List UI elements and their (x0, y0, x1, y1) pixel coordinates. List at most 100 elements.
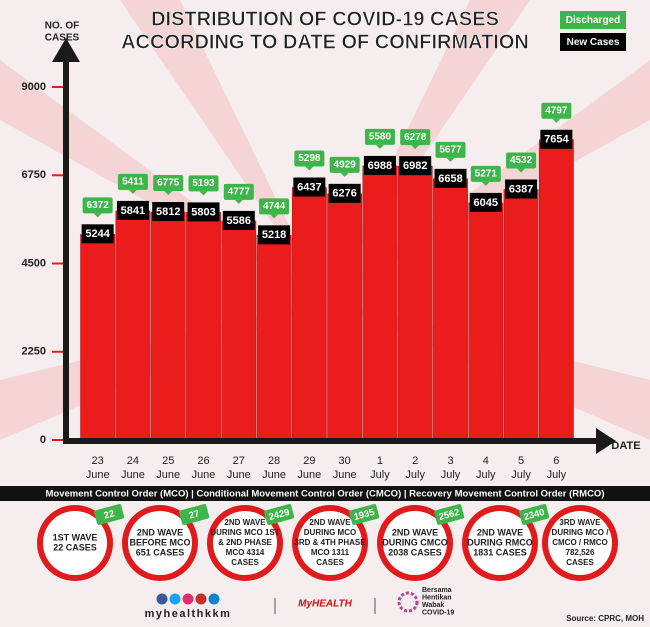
discharged-marker (506, 152, 537, 169)
x-tick-label: 28 June (262, 455, 286, 481)
x-tick-line: 27 (233, 455, 245, 467)
bar (221, 220, 257, 441)
badge-pointer (340, 172, 349, 177)
badge-pointer (234, 199, 243, 204)
bar (115, 210, 151, 441)
x-tick-line: June (262, 469, 286, 481)
bar (433, 178, 468, 441)
x-tick-line: 30 (339, 455, 351, 467)
bar (397, 165, 433, 441)
banner-bg (0, 486, 650, 501)
badge-pointer (375, 144, 384, 149)
discharged-marker (364, 128, 395, 145)
discharged-marker (117, 173, 148, 190)
bar-value-label: 6658 (438, 173, 462, 185)
wave-circle (128, 511, 192, 575)
bar-value-label: 6387 (509, 183, 533, 195)
badge-pointer (164, 191, 173, 196)
wave-text: 2038 CASES (388, 547, 442, 557)
discharged-marker (259, 198, 290, 215)
wave-circle (43, 511, 107, 575)
x-tick-label: 3 July (441, 455, 461, 481)
discharged-marker (470, 165, 501, 182)
wave-badge (179, 504, 210, 525)
bar (538, 139, 574, 441)
x-tick-line: July (476, 469, 496, 481)
y-axis-label: CASES (45, 33, 80, 44)
wave-circle (213, 511, 277, 575)
x-tick-line: 3 (447, 455, 453, 467)
bar-value-label: 5218 (262, 229, 286, 241)
wave-circle (468, 511, 532, 575)
value-badge (399, 156, 432, 176)
discharged-label: 5298 (298, 153, 321, 164)
y-tick-label: 2250 (22, 346, 46, 358)
discharged-label: 4744 (263, 201, 286, 212)
value-badge (222, 210, 255, 230)
campaign-logo (397, 591, 419, 613)
wave-text: CASES (316, 558, 344, 567)
wave-badge (349, 504, 380, 525)
x-tick-line: 5 (518, 455, 524, 467)
bar-value-label: 5244 (85, 228, 110, 240)
value-badge (469, 192, 502, 212)
wave-text: DURING RMCO (467, 537, 533, 547)
x-tick-label: 4 July (476, 455, 496, 481)
value-badge (363, 155, 396, 175)
bar-value-label: 5841 (121, 205, 145, 217)
footer-campaign: Hentikan (422, 594, 452, 601)
wave-circle (383, 511, 447, 575)
discharged-label: 5411 (122, 177, 144, 188)
wave-text: CASES (566, 558, 594, 567)
social-icon (195, 593, 207, 605)
value-badge (505, 179, 538, 199)
wave-badge (264, 504, 295, 525)
wave-badge (434, 504, 465, 525)
x-tick-line: June (86, 469, 110, 481)
badge-pointer (517, 168, 526, 173)
wave-text: & 2ND PHASE (218, 538, 272, 547)
wave-text: 3RD & 4TH PHASE (294, 538, 366, 547)
badge-pointer (481, 181, 490, 186)
badge-pointer (446, 157, 455, 162)
footer-brand: MyHEALTH (298, 599, 352, 610)
badge-pointer (411, 145, 420, 150)
x-tick-label: 5 July (511, 455, 531, 481)
x-tick-line: July (441, 469, 461, 481)
bar-value-label: 5803 (191, 206, 215, 218)
discharged-label: 5193 (192, 178, 215, 189)
bar (503, 189, 539, 441)
value-badge (152, 202, 185, 222)
wave-text: 2ND WAVE (137, 527, 183, 537)
bar-value-label: 7654 (544, 134, 569, 146)
badge-pointer (128, 189, 137, 194)
wave-text: 2ND WAVE (224, 518, 266, 527)
wave-badge-text: 2562 (438, 507, 461, 523)
discharged-marker (400, 129, 431, 146)
discharged-label: 5677 (439, 144, 462, 155)
x-axis-arrow (596, 428, 616, 454)
x-tick-line: 23 (92, 455, 104, 467)
wave-text: DURING CMCO (382, 537, 448, 547)
badge-pointer (305, 166, 314, 171)
x-tick-label: 25 June (156, 455, 180, 481)
value-badge (187, 202, 220, 222)
y-tick-label: 9000 (22, 81, 46, 93)
discharged-label: 4797 (545, 105, 568, 116)
x-tick-line: 29 (303, 455, 315, 467)
bar-value-label: 5812 (156, 206, 180, 218)
x-tick-label: 30 June (333, 455, 357, 481)
discharged-label: 4929 (334, 159, 357, 170)
wave-badge-text: 22 (103, 508, 116, 521)
x-tick-line: June (121, 469, 145, 481)
x-tick-line: July (511, 469, 531, 481)
discharged-marker (329, 156, 360, 173)
x-tick-line: June (333, 469, 357, 481)
bar-value-label: 6982 (403, 160, 427, 172)
y-tick-label: 4500 (22, 257, 46, 269)
wave-badge-text: 27 (188, 508, 201, 521)
wave-text: CASES (231, 558, 259, 567)
footer-source: Source: CPRC, MOH (566, 614, 644, 623)
x-tick-line: July (547, 469, 567, 481)
